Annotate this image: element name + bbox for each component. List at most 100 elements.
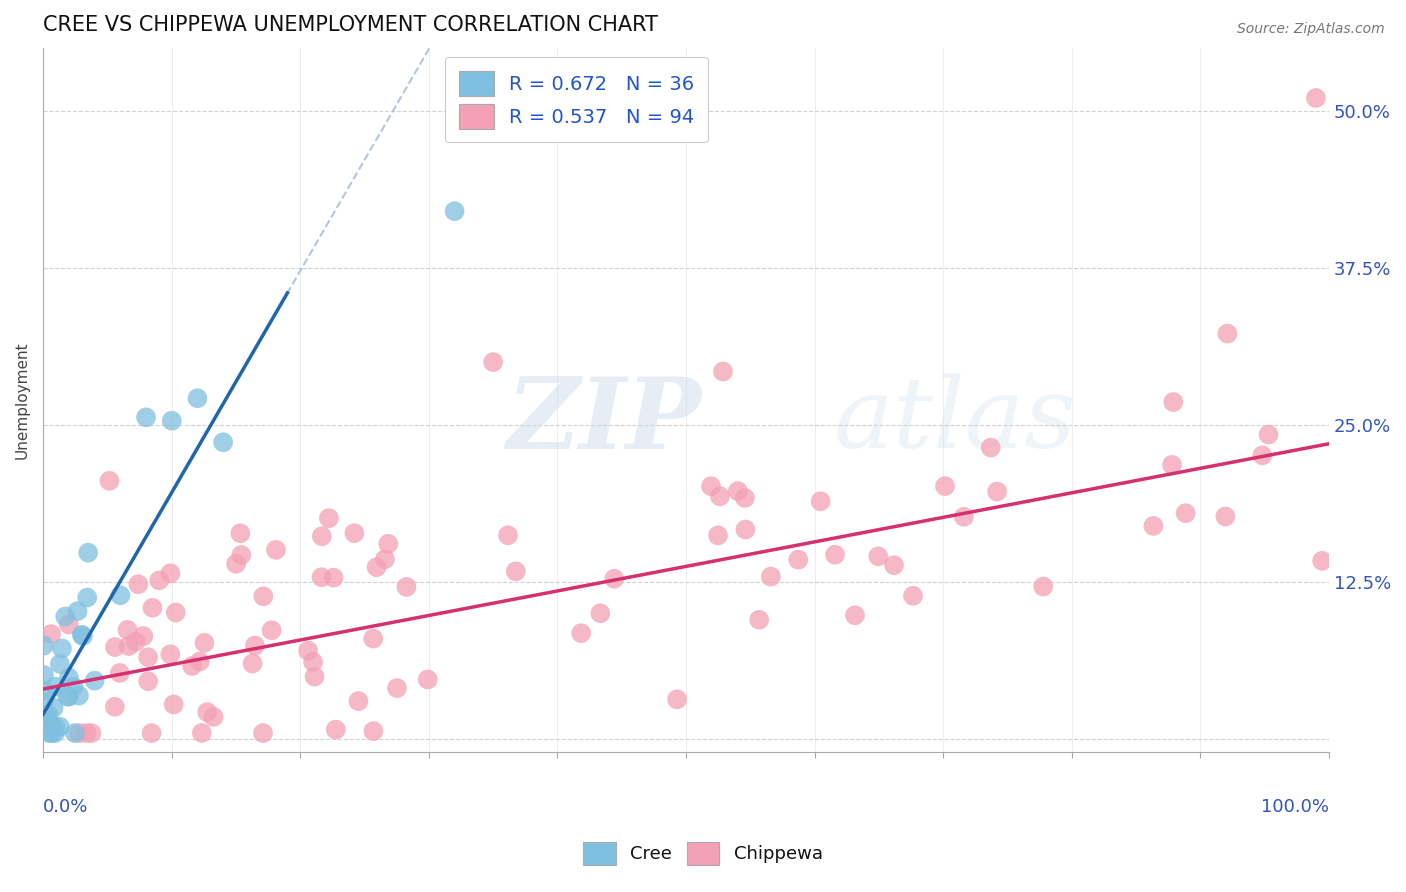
Point <box>67 689 90 703</box>
Point <box>141 726 163 740</box>
Point <box>505 565 527 579</box>
Point <box>32 668 55 682</box>
Point <box>159 566 181 581</box>
Legend: R = 0.672   N = 36, R = 0.537   N = 94: R = 0.672 N = 36, R = 0.537 N = 94 <box>446 57 709 143</box>
Point <box>242 657 264 671</box>
Point <box>311 570 333 584</box>
Point <box>1032 580 1054 594</box>
Point <box>62 680 84 694</box>
Point <box>883 558 905 573</box>
Point <box>395 580 418 594</box>
Point <box>727 484 749 499</box>
Text: ZIP: ZIP <box>506 373 702 469</box>
Point <box>986 484 1008 499</box>
Point <box>297 643 319 657</box>
Point <box>759 569 782 583</box>
Point <box>1215 509 1237 524</box>
Point <box>70 628 93 642</box>
Point <box>1161 395 1184 409</box>
Point <box>58 690 80 704</box>
Point <box>229 526 252 541</box>
Point <box>1305 91 1327 105</box>
Point <box>787 552 810 566</box>
Point <box>49 657 72 671</box>
Point <box>132 629 155 643</box>
Point <box>160 414 183 428</box>
Point <box>416 673 439 687</box>
Point <box>136 674 159 689</box>
Point <box>569 626 592 640</box>
Text: 100.0%: 100.0% <box>1261 797 1329 815</box>
Point <box>260 624 283 638</box>
Point <box>243 639 266 653</box>
Point <box>1257 427 1279 442</box>
Point <box>443 204 465 219</box>
Point <box>117 623 139 637</box>
Point <box>32 696 55 710</box>
Point <box>34 714 56 728</box>
Point <box>325 723 347 737</box>
Point <box>34 683 56 698</box>
Point <box>32 639 55 653</box>
Point <box>496 528 519 542</box>
Point <box>748 613 770 627</box>
Point <box>377 537 399 551</box>
Point <box>67 726 90 740</box>
Point <box>302 655 325 669</box>
Point <box>44 726 66 740</box>
Point <box>363 724 385 739</box>
Point <box>482 355 505 369</box>
Point <box>77 546 100 560</box>
Point <box>385 681 408 695</box>
Point <box>104 699 127 714</box>
Point <box>374 552 396 566</box>
Point <box>343 526 366 541</box>
Point <box>49 720 72 734</box>
Point <box>66 604 89 618</box>
Point <box>231 548 253 562</box>
Point <box>844 608 866 623</box>
Point <box>709 489 731 503</box>
Point <box>252 590 274 604</box>
Legend: Cree, Chippewa: Cree, Chippewa <box>575 833 831 874</box>
Point <box>136 650 159 665</box>
Point <box>165 606 187 620</box>
Point <box>51 641 73 656</box>
Point <box>1161 458 1184 472</box>
Point <box>707 528 730 542</box>
Point <box>58 617 80 632</box>
Point <box>318 511 340 525</box>
Point <box>1174 506 1197 520</box>
Point <box>127 577 149 591</box>
Point <box>225 557 247 571</box>
Point <box>700 479 723 493</box>
Point <box>72 629 94 643</box>
Point <box>188 655 211 669</box>
Point <box>252 726 274 740</box>
Point <box>104 640 127 654</box>
Point <box>953 509 976 524</box>
Point <box>159 647 181 661</box>
Point <box>98 474 121 488</box>
Point <box>304 670 326 684</box>
Point <box>110 588 132 602</box>
Point <box>63 726 86 740</box>
Point <box>603 572 626 586</box>
Point <box>980 441 1002 455</box>
Point <box>347 694 370 708</box>
Point <box>366 560 388 574</box>
Text: atlas: atlas <box>834 373 1077 468</box>
Point <box>35 711 58 725</box>
Point <box>75 726 97 740</box>
Point <box>53 609 76 624</box>
Point <box>83 673 105 688</box>
Point <box>1251 448 1274 462</box>
Point <box>76 591 98 605</box>
Point <box>39 627 62 641</box>
Point <box>41 719 63 733</box>
Point <box>58 671 80 685</box>
Point <box>901 589 924 603</box>
Point <box>42 701 65 715</box>
Point <box>666 692 689 706</box>
Point <box>202 710 225 724</box>
